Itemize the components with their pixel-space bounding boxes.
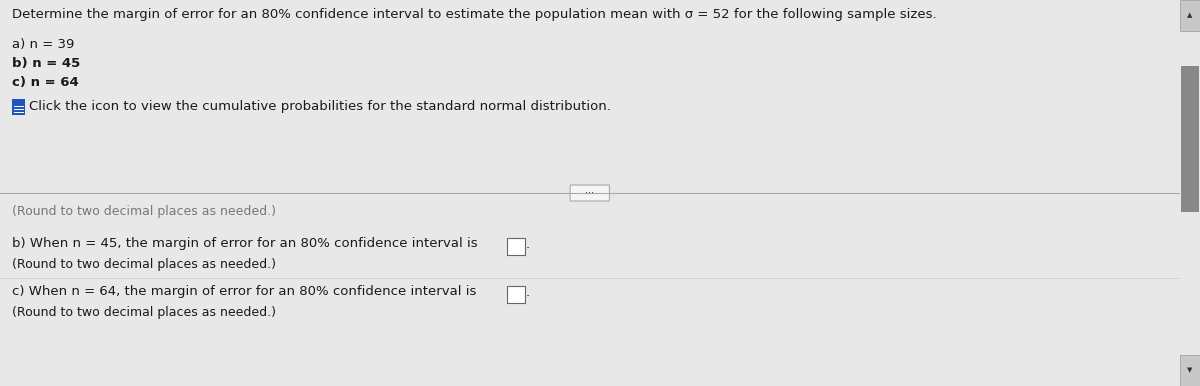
Text: c) n = 64: c) n = 64	[12, 76, 78, 89]
Text: (Round to two decimal places as needed.): (Round to two decimal places as needed.)	[12, 205, 276, 218]
FancyBboxPatch shape	[508, 286, 524, 303]
Text: ···: ···	[586, 188, 594, 198]
Text: b) n = 45: b) n = 45	[12, 57, 80, 70]
Text: Determine the margin of error for an 80% confidence interval to estimate the pop: Determine the margin of error for an 80%…	[12, 8, 936, 21]
FancyBboxPatch shape	[12, 99, 24, 115]
FancyBboxPatch shape	[1181, 66, 1199, 212]
FancyBboxPatch shape	[570, 185, 610, 201]
Text: a) n = 39: a) n = 39	[12, 38, 74, 51]
FancyBboxPatch shape	[1180, 355, 1200, 386]
FancyBboxPatch shape	[1180, 0, 1200, 31]
Text: ▲: ▲	[1187, 12, 1193, 19]
Text: ▼: ▼	[1187, 367, 1193, 374]
Text: c) When n = 64, the margin of error for an 80% confidence interval is: c) When n = 64, the margin of error for …	[12, 285, 476, 298]
Text: .: .	[526, 238, 530, 251]
Text: (Round to two decimal places as needed.): (Round to two decimal places as needed.)	[12, 306, 276, 319]
Text: (Round to two decimal places as needed.): (Round to two decimal places as needed.)	[12, 258, 276, 271]
FancyBboxPatch shape	[508, 238, 524, 255]
Text: Click the icon to view the cumulative probabilities for the standard normal dist: Click the icon to view the cumulative pr…	[30, 100, 611, 113]
Text: b) When n = 45, the margin of error for an 80% confidence interval is: b) When n = 45, the margin of error for …	[12, 237, 478, 250]
Text: .: .	[526, 286, 530, 299]
